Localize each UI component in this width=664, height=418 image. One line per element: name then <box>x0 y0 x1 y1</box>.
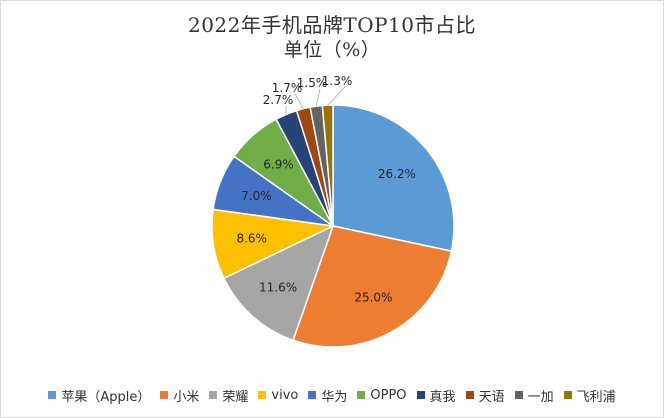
leader-line <box>294 93 304 109</box>
legend-label: 天语 <box>478 389 505 405</box>
legend-swatch <box>160 391 169 399</box>
legend-item: 荣耀 <box>209 386 248 405</box>
leader-line <box>315 88 321 107</box>
pie-labels: 26.2% 25.0% 11.6% 8.6% 7.0% 6.9% 2.7%1.7%1.5%1… <box>236 74 416 305</box>
data-label: 11.6% <box>259 280 297 294</box>
data-label: 1.5% <box>297 76 328 90</box>
legend-label: 飞利浦 <box>576 389 616 405</box>
chart-legend: 苹果（Apple） 小米 荣耀 vivo 华为 OPPO 真我 天语 一加 飞利浦 <box>1 384 663 406</box>
chart-subtitle: 单位（%） <box>283 39 381 61</box>
legend-swatch <box>465 391 474 399</box>
pie-slice <box>321 104 334 227</box>
legend-item: 飞利浦 <box>563 386 616 405</box>
data-label: 6.9% <box>263 157 294 171</box>
legend-item: 苹果（Apple） <box>48 386 150 405</box>
legend-swatch <box>357 391 366 399</box>
pie-slice <box>222 224 335 342</box>
legend-swatch <box>514 391 523 399</box>
legend-item: OPPO <box>357 387 407 403</box>
leader-line <box>327 86 346 106</box>
legend-swatch <box>563 391 572 399</box>
legend-swatch <box>258 391 267 399</box>
legend-item: 华为 <box>308 386 347 405</box>
data-label: 1.7% <box>272 81 303 95</box>
legend-label: 小米 <box>173 389 200 405</box>
legend-item: 一加 <box>514 386 554 405</box>
legend-item: 真我 <box>416 386 456 405</box>
data-label: 1.3% <box>322 74 353 88</box>
legend-swatch <box>308 391 317 399</box>
data-label: 25.0% <box>354 291 392 305</box>
legend-label: vivo <box>271 387 299 403</box>
legend-swatch <box>48 391 57 399</box>
data-label: 8.6% <box>236 232 267 246</box>
legend-label: 苹果（Apple） <box>61 389 151 405</box>
legend-swatch <box>209 391 218 399</box>
legend-label: 荣耀 <box>222 389 249 405</box>
legend-item: vivo <box>258 388 298 403</box>
legend-label: 华为 <box>321 389 348 405</box>
pie-slice <box>332 104 455 252</box>
data-label: 2.7% <box>263 93 294 107</box>
data-label: 7.0% <box>241 189 272 203</box>
legend-item: 天语 <box>465 386 505 405</box>
legend-label: 一加 <box>527 389 554 405</box>
data-label: 26.2% <box>378 167 416 181</box>
legend-item: 小米 <box>160 386 199 405</box>
chart-title: 2022年手机品牌TOP10市占比 <box>187 13 477 37</box>
legend-label: OPPO <box>370 387 407 403</box>
legend-label: 真我 <box>429 389 456 405</box>
pie-slices <box>211 104 455 348</box>
pie-slice <box>292 225 453 348</box>
legend-swatch <box>416 391 425 399</box>
